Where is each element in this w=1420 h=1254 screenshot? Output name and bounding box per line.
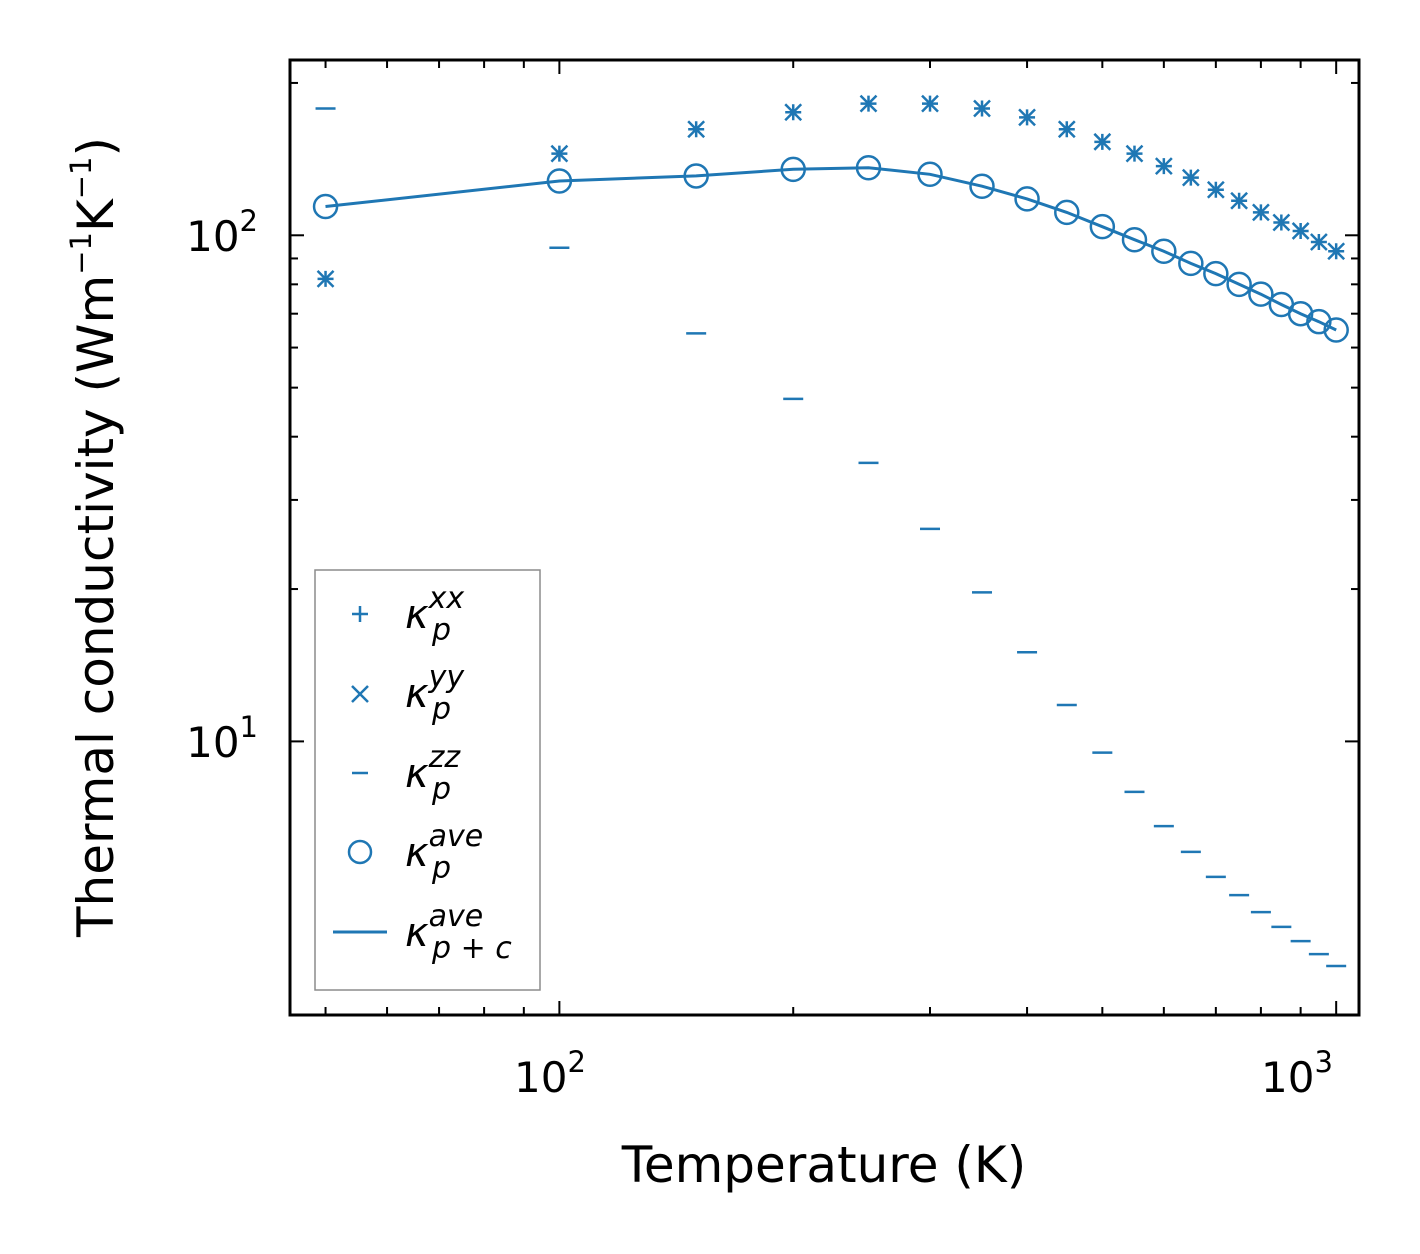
y-axis-label: Thermal conductivity (Wm−1K−1) [64, 137, 125, 938]
series-kappa_p_yy [316, 94, 1346, 288]
legend-entry-kappa-p-yy: κyy p [351, 660, 465, 727]
data-point-kappa_p_ave-500 [1089, 213, 1116, 240]
legend-entry-kappa-p-ave: κave p [347, 819, 483, 886]
data-point-kappa_p_yy-150 [687, 120, 706, 139]
legend-box [314, 569, 541, 991]
data-point-kappa_p_ave-350 [969, 173, 995, 199]
series-kappa_p_ave [312, 154, 1349, 343]
legend-marker-circle [347, 839, 373, 865]
data-point-kappa_p_yy-300 [921, 94, 939, 113]
data-point-kappa_p_ave-750 [1226, 271, 1252, 298]
series-kappa_pc_ave [325, 166, 1337, 332]
data-point-kappa_p_yy-550 [1125, 144, 1144, 163]
data-point-kappa_p_yy-200 [784, 103, 803, 122]
legend-label-kappa-p-zz: κzz p [405, 740, 461, 807]
legend-entry-kappa-p-xx: κxx p [352, 581, 464, 648]
data-point-kappa_p_ave-700 [1203, 260, 1229, 287]
data-markers [312, 94, 1349, 968]
data-point-kappa_p_yy-700 [1206, 180, 1225, 199]
legend-label-kappa-p-xx: κxx p [405, 581, 464, 648]
legend-entry-kappa-p-zz: κzz p [352, 740, 461, 807]
data-point-kappa_p_yy-250 [859, 94, 878, 113]
data-point-kappa_p_ave-600 [1151, 238, 1177, 264]
data-point-kappa_p_yy-750 [1230, 191, 1249, 210]
data-point-kappa_p_yy-500 [1093, 132, 1112, 151]
data-point-kappa_p_ave-450 [1054, 199, 1080, 226]
legend-marker-plus [352, 606, 368, 622]
data-point-kappa_p_ave-1000 [1323, 317, 1349, 343]
data-point-kappa_p_yy-650 [1181, 168, 1200, 187]
legend-label-kappa-pc-ave: κave p + c [405, 899, 512, 966]
data-point-kappa_p_yy-350 [973, 99, 991, 118]
axes-frame [288, 58, 1361, 1017]
legend-label-kappa-p-ave: κave p [405, 819, 483, 886]
major-ticks [290, 60, 1359, 1015]
data-point-kappa_p_yy-900 [1291, 222, 1310, 240]
data-point-kappa_p_ave-400 [1014, 186, 1040, 212]
data-point-kappa_p_yy-1000 [1327, 242, 1346, 261]
legend: κxx p κyy p κzz p κave p κave p + c [314, 569, 541, 991]
data-point-kappa_p_yy-100 [550, 144, 569, 163]
legend-label-kappa-p-yy: κyy p [405, 660, 465, 727]
x-tick-label-1000: 103 [1261, 1045, 1333, 1102]
x-axis-label: Temperature (K) [621, 1136, 1026, 1194]
data-point-kappa_p_ave-950 [1306, 308, 1332, 335]
data-point-kappa_p_yy-850 [1272, 213, 1291, 232]
data-point-kappa_p_ave-800 [1248, 281, 1274, 307]
data-point-kappa_p_yy-50 [316, 270, 335, 288]
data-point-kappa_p_yy-950 [1309, 233, 1328, 251]
data-point-kappa_p_ave-550 [1121, 226, 1148, 253]
data-point-kappa_p_yy-400 [1018, 108, 1036, 127]
data-point-kappa_p_yy-800 [1252, 203, 1270, 222]
legend-entry-kappa-pc-ave: κave p + c [333, 899, 512, 966]
x-tick-label-100: 102 [514, 1045, 586, 1102]
y-tick-label-10: 101 [186, 710, 258, 767]
data-point-kappa_p_yy-600 [1154, 157, 1173, 175]
legend-marker-x [351, 685, 369, 703]
series-line-kappa_pc_ave [325, 166, 1337, 332]
series-kappa_p_zz [315, 107, 1347, 968]
y-tick-label-100: 102 [186, 204, 258, 261]
data-point-kappa_p_yy-450 [1057, 120, 1076, 139]
data-point-kappa_p_ave-650 [1178, 250, 1204, 277]
